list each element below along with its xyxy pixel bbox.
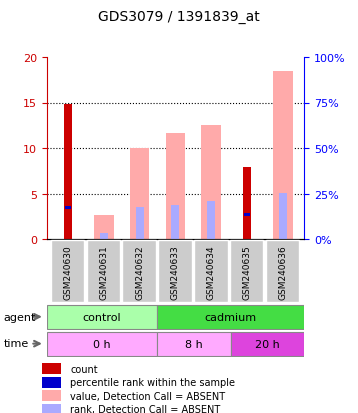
FancyBboxPatch shape bbox=[266, 241, 299, 302]
Text: 0 h: 0 h bbox=[93, 339, 111, 349]
Bar bbox=[42, 377, 61, 388]
Text: GSM240636: GSM240636 bbox=[278, 244, 287, 299]
Text: GSM240633: GSM240633 bbox=[171, 244, 180, 299]
Bar bbox=[42, 363, 61, 374]
Text: GSM240631: GSM240631 bbox=[99, 244, 108, 299]
Bar bbox=[42, 390, 61, 401]
Bar bbox=[231, 332, 304, 356]
FancyBboxPatch shape bbox=[51, 241, 84, 302]
Bar bbox=[65, 206, 71, 209]
Bar bbox=[100, 233, 108, 240]
Text: value, Detection Call = ABSENT: value, Detection Call = ABSENT bbox=[71, 391, 226, 401]
Text: GSM240630: GSM240630 bbox=[63, 244, 73, 299]
Bar bbox=[157, 332, 231, 356]
Bar bbox=[42, 404, 61, 413]
Text: 20 h: 20 h bbox=[255, 339, 280, 349]
Bar bbox=[171, 206, 179, 240]
Text: GSM240635: GSM240635 bbox=[242, 244, 252, 299]
FancyBboxPatch shape bbox=[87, 241, 120, 302]
Bar bbox=[165, 133, 185, 240]
Text: cadmium: cadmium bbox=[204, 312, 257, 322]
Bar bbox=[157, 305, 304, 329]
Text: count: count bbox=[71, 364, 98, 374]
FancyBboxPatch shape bbox=[158, 241, 192, 302]
Bar bbox=[47, 332, 157, 356]
Bar bbox=[136, 208, 144, 240]
FancyBboxPatch shape bbox=[230, 241, 263, 302]
Bar bbox=[244, 214, 250, 216]
Text: rank, Detection Call = ABSENT: rank, Detection Call = ABSENT bbox=[71, 404, 221, 413]
Text: 8 h: 8 h bbox=[185, 339, 203, 349]
Text: GDS3079 / 1391839_at: GDS3079 / 1391839_at bbox=[98, 10, 260, 24]
Bar bbox=[273, 71, 292, 240]
Bar bbox=[201, 126, 221, 240]
Text: GSM240632: GSM240632 bbox=[135, 244, 144, 299]
Text: agent: agent bbox=[4, 312, 36, 322]
Text: percentile rank within the sample: percentile rank within the sample bbox=[71, 377, 236, 387]
Text: time: time bbox=[4, 339, 29, 349]
Bar bbox=[279, 193, 287, 240]
Bar bbox=[64, 105, 72, 240]
Bar bbox=[94, 215, 114, 240]
FancyBboxPatch shape bbox=[194, 241, 228, 302]
Text: control: control bbox=[82, 312, 121, 322]
Text: GSM240634: GSM240634 bbox=[207, 244, 216, 299]
Bar bbox=[47, 305, 157, 329]
Bar bbox=[130, 149, 149, 240]
FancyBboxPatch shape bbox=[122, 241, 156, 302]
Bar bbox=[243, 168, 251, 240]
Bar bbox=[207, 202, 215, 240]
